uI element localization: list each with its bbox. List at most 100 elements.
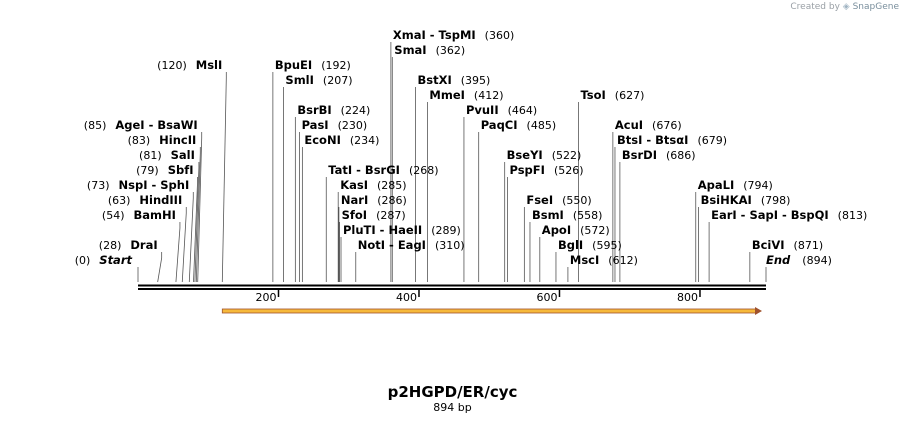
site-sbfi[interactable]: SbfI (79) (136, 163, 193, 177)
site-name: MscI (570, 253, 599, 267)
site-pluti-haeii[interactable]: PluTI - HaeII (289) (343, 223, 461, 237)
site-name: SbfI (168, 163, 194, 177)
site-pasi[interactable]: PasI (230) (302, 118, 368, 132)
site-labels[interactable]: DraI(28)BamHI(54)HindIII(63)NspI - SphI(… (75, 28, 868, 267)
site-position: (679) (697, 134, 727, 147)
site-bsrdi[interactable]: BsrDI (686) (622, 148, 696, 162)
site-name: TsoI (580, 88, 605, 102)
site-leader-sali (194, 162, 200, 283)
site-tati-bsrgi[interactable]: TatI - BsrGI (268) (328, 163, 438, 177)
site-name: ApaLI (698, 178, 735, 192)
site-pvuii[interactable]: PvuII (464) (466, 103, 537, 117)
site-pspfi[interactable]: PspFI (526) (509, 163, 583, 177)
feature-arrow (221, 307, 762, 315)
site-fsei[interactable]: FseI (550) (526, 193, 591, 207)
site-hincii[interactable]: HincII (83) (128, 133, 197, 147)
site-position: (686) (666, 149, 696, 162)
snapgene-credit: Created by ◈ SnapGene (790, 2, 899, 12)
site-position: (83) (128, 134, 151, 147)
site-position: (464) (508, 104, 538, 117)
site-btsi-btsai[interactable]: BtsI - BtsαI (679) (617, 133, 727, 147)
site-position: (794) (743, 179, 773, 192)
site-bseyi[interactable]: BseYI (522) (507, 148, 582, 162)
site-leader-nspi-sphi (188, 192, 194, 283)
site-name: SfoI (342, 208, 367, 222)
site-name: EarI - SapI - BspQI (711, 208, 829, 222)
credit-brand: SnapGene (852, 2, 899, 12)
site-smai[interactable]: SmaI (362) (394, 43, 465, 57)
site-name: NotI - EagI (358, 238, 426, 252)
end-marker: End (894) (766, 253, 832, 267)
site-apoi[interactable]: ApoI (572) (542, 223, 610, 237)
site-leader-hindiii (181, 207, 187, 283)
site-name: NspI - SphI (119, 178, 190, 192)
site-name: BstXI (417, 73, 451, 87)
credit-prefix: Created by (790, 2, 840, 12)
site-name: KasI (340, 178, 368, 192)
site-name: PaqCI (481, 118, 518, 132)
site-smli[interactable]: SmlI (207) (285, 73, 352, 87)
site-acui[interactable]: AcuI (676) (615, 118, 682, 132)
feature-arrow-body[interactable] (221, 308, 757, 314)
site-msci[interactable]: MscI (612) (570, 253, 638, 267)
dna-backbone (138, 284, 766, 290)
site-position: (526) (554, 164, 584, 177)
site-econi[interactable]: EcoNI (234) (304, 133, 379, 147)
ruler-tick-label: 600 (536, 291, 557, 304)
site-position: (28) (99, 239, 122, 252)
site-bsmi[interactable]: BsmI (558) (532, 208, 602, 222)
site-bpuei[interactable]: BpuEI (192) (275, 58, 351, 72)
site-nspi-sphi[interactable]: NspI - SphI (73) (87, 178, 189, 192)
ruler-tick-label: 800 (677, 291, 698, 304)
site-name: DraI (130, 238, 157, 252)
site-position: (289) (431, 224, 461, 237)
site-leader-bamhi (175, 222, 181, 283)
site-xmai-tspmi[interactable]: XmaI - TspMI (360) (393, 28, 514, 42)
start-position: (0) (75, 254, 91, 267)
site-msli[interactable]: MslI (120) (157, 58, 222, 72)
site-position: (627) (615, 89, 645, 102)
site-leader-lines (137, 42, 767, 283)
site-position: (798) (761, 194, 791, 207)
site-bsrbi[interactable]: BsrBI (224) (297, 103, 370, 117)
site-mmei[interactable]: MmeI (412) (429, 88, 503, 102)
site-position: (268) (409, 164, 439, 177)
plasmid-length: 894 bp (433, 401, 472, 414)
site-hindiii[interactable]: HindIII (63) (108, 193, 182, 207)
site-position: (522) (552, 149, 582, 162)
site-bsihkai[interactable]: BsiHKAI (798) (701, 193, 791, 207)
site-bcivi[interactable]: BciVI (871) (752, 238, 823, 252)
site-position: (871) (794, 239, 824, 252)
snapgene-logo-icon: ◈ (842, 2, 850, 12)
site-noti-eagi[interactable]: NotI - EagI (310) (358, 238, 465, 252)
site-drai[interactable]: DraI (28) (99, 238, 158, 252)
ruler-tick-label: 200 (255, 291, 276, 304)
site-bgli[interactable]: BglI (595) (558, 238, 622, 252)
site-name: BtsI - BtsαI (617, 133, 688, 147)
site-name: BciVI (752, 238, 785, 252)
site-name: XmaI - TspMI (393, 28, 476, 42)
site-name: PvuII (466, 103, 499, 117)
site-agei-bsawi[interactable]: AgeI - BsaWI (85) (84, 118, 198, 132)
site-position: (224) (341, 104, 371, 117)
site-name: HindIII (139, 193, 182, 207)
site-leader-msli (221, 72, 227, 283)
site-name: BglI (558, 238, 583, 252)
site-sfoi[interactable]: SfoI (287) (342, 208, 406, 222)
site-name: HincII (159, 133, 196, 147)
site-name: EcoNI (304, 133, 340, 147)
site-name: PspFI (509, 163, 544, 177)
site-sali[interactable]: SalI (81) (139, 148, 195, 162)
site-leader-agei-bsawi (197, 132, 203, 283)
site-kasi[interactable]: KasI (285) (340, 178, 406, 192)
site-tsoi[interactable]: TsoI (627) (580, 88, 644, 102)
site-paqci[interactable]: PaqCI (485) (481, 118, 556, 132)
site-bamhi[interactable]: BamHI (54) (102, 208, 176, 222)
site-position: (813) (838, 209, 868, 222)
site-nari[interactable]: NarI (286) (341, 193, 407, 207)
site-apali[interactable]: ApaLI (794) (698, 178, 773, 192)
site-position: (63) (108, 194, 131, 207)
site-name: BsrBI (297, 103, 331, 117)
site-bstxi[interactable]: BstXI (395) (417, 73, 490, 87)
site-eari-sapi-bspqi[interactable]: EarI - SapI - BspQI (813) (711, 208, 867, 222)
